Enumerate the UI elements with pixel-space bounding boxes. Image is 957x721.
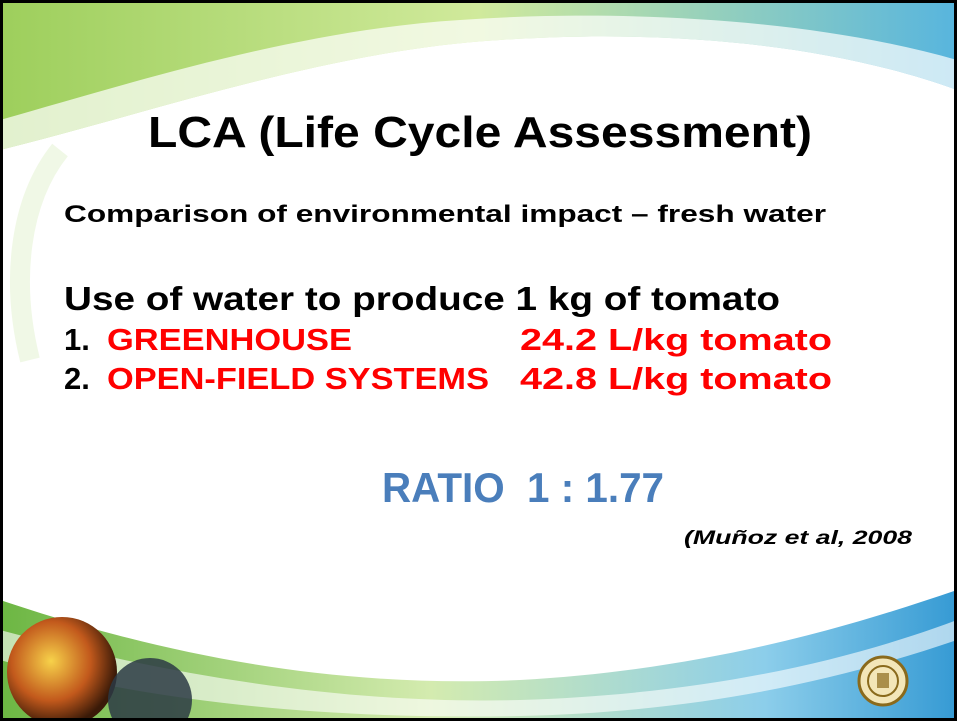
item-number: 2. [64,361,90,396]
ratio: RATIO 1 : 1.77 [382,464,664,511]
title: LCA (Life Cycle Assessment) [148,108,812,157]
citation: (Muñoz et al, 2008 [684,528,913,549]
item-value: 24.2 L/kg tomato [520,322,832,357]
seal [857,655,909,707]
item-value: 42.8 L/kg tomato [520,361,832,396]
heading: Use of water to produce 1 kg of tomato [64,280,780,317]
item-number: 1. [64,322,90,357]
item-label: GREENHOUSE [107,322,352,357]
item-label: OPEN-FIELD SYSTEMS [107,361,489,396]
subtitle: Comparison of environmental impact – fre… [64,201,826,228]
